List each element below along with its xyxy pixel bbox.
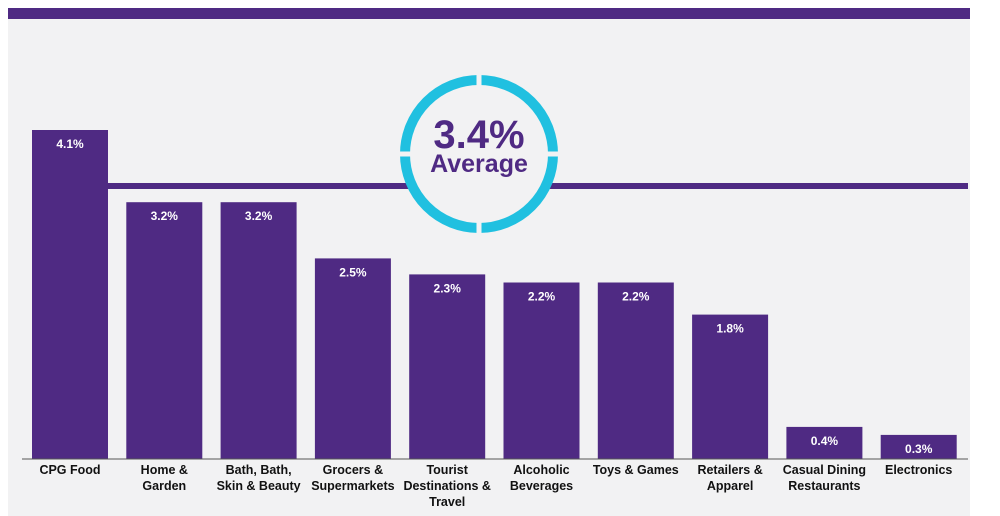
value-label: 0.4% [811,434,839,448]
bar-4 [314,258,391,459]
category-label-line: Garden [142,479,186,493]
average-ring-gap [476,73,482,87]
category-label-line: Apparel [707,479,754,493]
average-ring-gap [546,151,560,157]
category-label-line: Toys & Games [593,463,679,477]
bar-1 [32,130,108,459]
value-label: 2.5% [339,265,367,279]
category-label: Retailers & Apparel [697,463,762,493]
category-label-line: Bath, Bath, [226,463,292,477]
average-word: Average [430,150,528,178]
bar-6 [503,282,580,459]
category-label-line: Retailers & [697,463,762,477]
category-label-line: Alcoholic [513,463,569,477]
value-label: 3.2% [151,209,179,223]
category-label: Home & Garden [141,463,188,493]
category-label: Electronics [885,463,952,477]
average-ring-gap [398,151,412,157]
category-label-line: Home & [141,463,188,477]
category-label: Grocers & Supermarkets [311,463,394,493]
bar-3 [220,202,297,459]
bar-9 [786,426,863,459]
value-label: 2.3% [434,281,462,295]
category-label: Bath, Bath, Skin & Beauty [217,463,301,493]
average-ring-gap [476,221,482,235]
category-label-line: Electronics [885,463,952,477]
category-label: CPG Food [39,463,100,477]
top-band [8,8,970,19]
category-label-line: Travel [429,495,465,509]
category-label-line: Grocers & [323,463,383,477]
value-label: 4.1% [56,137,84,151]
category-label: Casual Dining Restaurants [783,463,866,493]
bar-10 [880,434,957,459]
value-label: 1.8% [716,322,744,336]
category-label-line: CPG Food [39,463,100,477]
category-label-line: Skin & Beauty [217,479,301,493]
bar-8 [692,314,769,459]
bar-5 [409,274,486,459]
category-label: Tourist Destinations & Travel [403,463,491,509]
bar-7 [597,282,674,459]
category-label-line: Restaurants [788,479,860,493]
category-label-line: Tourist [426,463,468,477]
category-label-line: Casual Dining [783,463,866,477]
category-label-line: Beverages [510,479,573,493]
category-label: Toys & Games [593,463,679,477]
value-label: 2.2% [622,290,650,304]
value-label: 2.2% [528,290,556,304]
average-badge-bg [402,77,556,231]
labels-layer: 4.1% CPG Food 3.2% Home & Garden 3.2% Bath, Ba… [39,137,952,509]
bars-layer [32,130,957,459]
value-label: 3.2% [245,209,273,223]
average-layer: 3.4%Average [107,73,968,235]
average-value: 3.4% [433,113,524,157]
value-label: 0.3% [905,442,933,456]
category-label: Alcoholic Beverages [510,463,573,493]
category-label-line: Supermarkets [311,479,394,493]
bar-2 [126,202,203,459]
category-label-line: Destinations & [403,479,491,493]
